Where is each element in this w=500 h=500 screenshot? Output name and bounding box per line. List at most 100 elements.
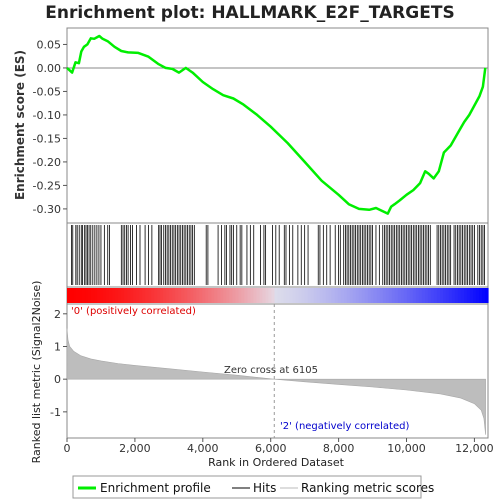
chart-title: Enrichment plot: HALLMARK_E2F_TARGETS [45,3,454,23]
x-tick-label: 10,000 [387,442,426,455]
color-bar-segment [412,288,417,303]
color-bar-segment [79,288,83,303]
color-bar-segment [148,288,152,303]
enrichment-profile-line [66,34,487,215]
color-bar-segment [415,288,420,303]
color-bar-segment [274,288,279,303]
ranking-metric-fill [66,328,486,435]
color-bar-segment [316,288,321,303]
color-bar-segment [397,288,402,303]
color-bar-segment [304,288,309,303]
color-bar-segment [391,288,396,303]
color-bar-segment [220,288,224,303]
color-bar-segment [364,288,369,303]
color-bar-segment [157,288,161,303]
color-bar-segment [280,288,285,303]
color-bar-segment [103,288,107,303]
color-bar-segment [382,288,387,303]
color-bar-segment [121,288,125,303]
metric-y-axis-label: Ranked list metric (Signal2Noise) [30,281,43,464]
color-bar-segment [190,288,194,303]
color-bar-segment [337,288,342,303]
color-bar-segment [130,288,134,303]
color-bar-segment [478,288,483,303]
color-bar-segment [439,288,444,303]
color-bar-segment [346,288,351,303]
color-bar-segment [235,288,240,303]
color-bar-segment [217,288,221,303]
es-y-tick-label: -0.10 [33,109,61,122]
color-bar-segment [310,288,315,303]
color-bar-segment [226,288,230,303]
color-bar-segment [328,288,333,303]
color-bar-segment [97,288,101,303]
color-bar-segment [196,288,200,303]
hit-marks [71,225,486,285]
color-bar-segment [163,288,167,303]
color-bar-segment [184,288,188,303]
color-bar-segment [436,288,441,303]
es-y-tick-label: -0.05 [33,85,61,98]
es-y-tick-label: 0.00 [37,62,62,75]
color-bar-segment [301,288,306,303]
color-bar-segment [475,288,480,303]
color-bar-segment [388,288,393,303]
color-bar-segment [340,288,345,303]
color-bar-segment [211,288,215,303]
x-axis-label: Rank in Ordered Dataset [208,456,345,469]
color-bar-segment [229,288,233,303]
color-bar-segment [265,288,270,303]
legend-box [72,475,422,499]
color-bar-segment [178,288,182,303]
x-tick-label: 0 [64,442,71,455]
color-bar-segment [325,288,330,303]
metric-y-tick-label: 1 [54,340,61,353]
color-bar-segment [166,288,170,303]
color-bar-segment [208,288,212,303]
metric-y-tick-label: 0 [54,373,61,386]
es-y-tick-label: -0.25 [33,179,61,192]
color-bar-segment [433,288,438,303]
es-y-tick-label: -0.15 [33,132,61,145]
color-bar-segment [82,288,86,303]
color-bar-segment [85,288,89,303]
color-bar-segment [193,288,197,303]
color-bar-segment [199,288,203,303]
color-bar-segment [202,288,206,303]
color-bar-segment [118,288,122,303]
color-bar-segment [445,288,450,303]
color-bar-segment [286,288,291,303]
color-bar-segment [244,288,249,303]
color-bar-segment [232,288,236,303]
color-bar-segment [379,288,384,303]
color-bar-segment [463,288,468,303]
color-bar-segment [469,288,474,303]
color-bar-segment [106,288,110,303]
color-bar-segment [223,288,227,303]
color-bar-segment [172,288,176,303]
color-bar-segment [409,288,414,303]
color-bar-segment [334,288,339,303]
color-bar-segment [205,288,209,303]
color-bar-segment [283,288,288,303]
es-y-tick-label: -0.30 [33,203,61,216]
color-bar-segment [292,288,297,303]
color-bar-segment [241,288,246,303]
color-bar-segment [100,288,104,303]
rank-color-bar [67,288,489,303]
color-bar-segment [403,288,408,303]
color-bar-segment [160,288,164,303]
color-bar-segment [454,288,459,303]
color-bar-segment [361,288,366,303]
color-bar-segment [295,288,300,303]
color-bar-segment [481,288,486,303]
es-y-axis-label: Enrichment score (ES) [13,50,27,200]
color-bar-segment [187,288,191,303]
metric-y-tick-label: 2 [54,308,61,321]
color-bar-segment [73,288,77,303]
x-tick-label: 6,000 [255,442,287,455]
x-tick-label: 2,000 [119,442,151,455]
color-bar-segment [484,288,489,303]
